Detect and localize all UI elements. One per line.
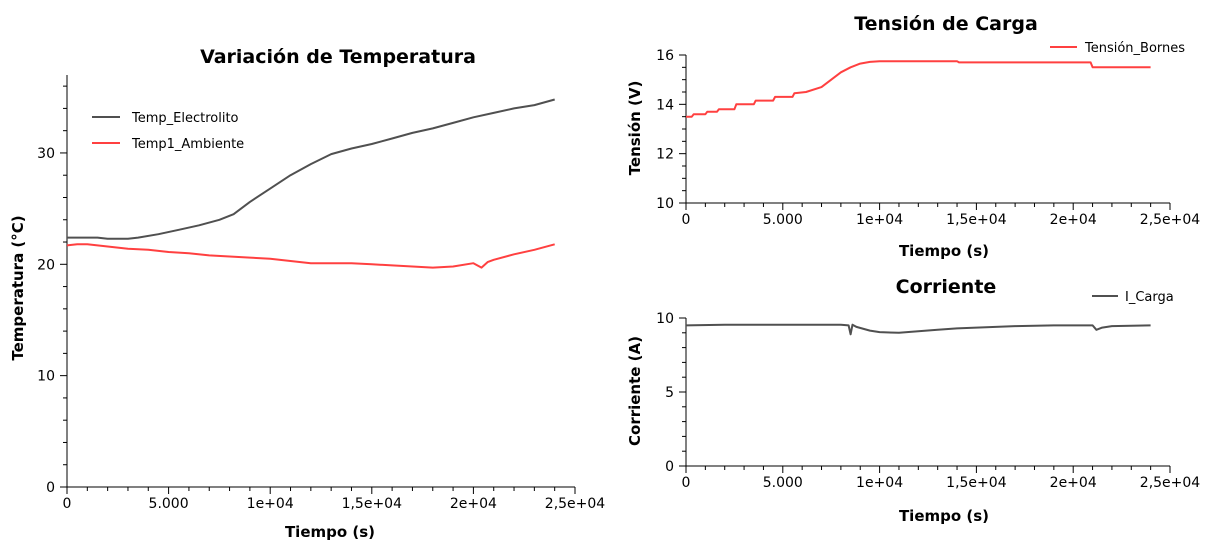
legend-label: Temp1_Ambiente — [131, 137, 244, 152]
x-tick-label: 5.000 — [763, 475, 803, 491]
legend-label: Tensión_Bornes — [1084, 41, 1185, 56]
x-tick-label: 2e+04 — [1050, 475, 1097, 491]
y-tick-label: 10 — [656, 196, 674, 212]
legend: Temp_Electrolito Temp1_Ambiente — [92, 111, 244, 152]
y-axis-label: Tensión (V) — [626, 81, 644, 176]
x-tick-label: 1e+04 — [856, 475, 903, 491]
x-tick-label: 2e+04 — [1050, 212, 1097, 228]
chart-title: Variación de Temperatura — [200, 46, 476, 68]
chart-voltage: Tensión de Carga Tiempo (s) Tensión (V) … — [626, 13, 1200, 260]
legend-label: I_Carga — [1125, 290, 1174, 305]
x-tick-label: 5.000 — [149, 496, 189, 512]
y-tick-label: 14 — [656, 97, 674, 113]
y-axis-label: Temperatura (°C) — [9, 215, 27, 360]
series-line — [685, 323, 1151, 336]
x-axis-label: Tiempo (s) — [285, 523, 375, 541]
series-line — [686, 60, 1151, 118]
x-tick-label: 1,5e+04 — [342, 496, 403, 512]
x-tick-label: 0 — [63, 496, 72, 512]
x-tick-label: 1,5e+04 — [946, 475, 1007, 491]
y-tick-label: 10 — [37, 369, 55, 385]
legend: I_Carga — [1092, 290, 1174, 305]
x-tick-label: 2e+04 — [450, 496, 497, 512]
y-axis-label: Corriente (A) — [626, 336, 644, 446]
x-tick-label: 0 — [682, 475, 691, 491]
chart-current: Corriente Tiempo (s) Corriente (A) 0 5.00… — [626, 276, 1200, 525]
x-tick-label: 2,5e+04 — [1140, 212, 1201, 228]
y-tick-label: 0 — [46, 480, 55, 496]
x-tick-label: 2,5e+04 — [1140, 475, 1201, 491]
y-tick-label: 5 — [665, 385, 674, 401]
legend: Tensión_Bornes — [1050, 41, 1185, 56]
y-tick-label: 20 — [37, 257, 55, 273]
x-tick-label: 2,5e+04 — [545, 496, 606, 512]
series-line — [66, 243, 555, 269]
y-tick-label: 10 — [656, 311, 674, 327]
x-axis-label: Tiempo (s) — [899, 507, 989, 525]
y-tick-label: 12 — [656, 147, 674, 163]
y-tick-label: 0 — [665, 459, 674, 475]
x-tick-label: 1,5e+04 — [946, 212, 1007, 228]
y-tick-label: 30 — [37, 146, 55, 162]
chart-title: Tensión de Carga — [854, 13, 1038, 35]
legend-label: Temp_Electrolito — [131, 111, 239, 126]
x-axis-label: Tiempo (s) — [899, 242, 989, 260]
x-tick-label: 1e+04 — [247, 496, 294, 512]
x-tick-label: 5.000 — [763, 212, 803, 228]
x-tick-label: 0 — [682, 212, 691, 228]
chart-temperature: Variación de Temperatura Tiempo (s) Temp… — [9, 46, 605, 541]
chart-title: Corriente — [896, 276, 997, 298]
y-tick-label: 16 — [656, 48, 674, 64]
x-tick-label: 1e+04 — [856, 212, 903, 228]
series-line — [67, 98, 555, 240]
